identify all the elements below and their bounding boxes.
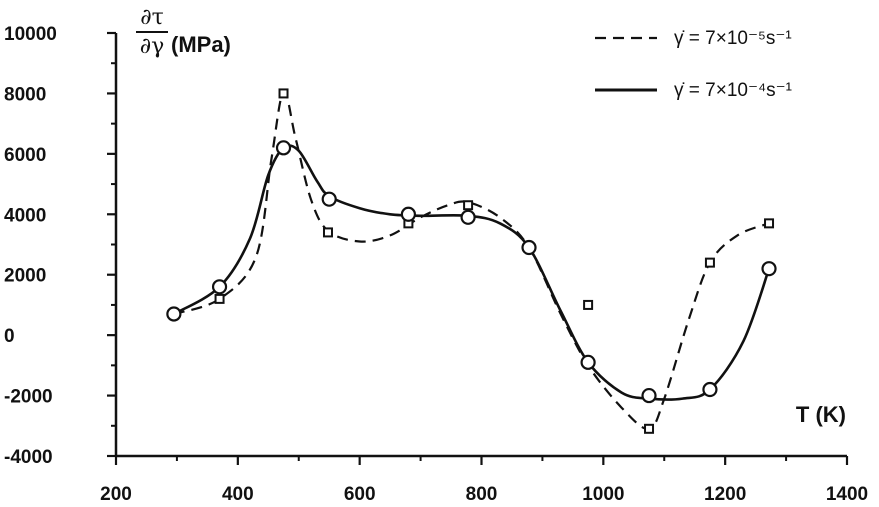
series-2-point: [761, 261, 777, 277]
series-1-point: [322, 227, 333, 238]
y-tick-label: 8000: [4, 84, 46, 105]
y-tick-label: 6000: [4, 145, 46, 166]
x-tick-label: 1200: [704, 484, 746, 505]
legend-label-series-2: γ̇ = 7×10⁻⁴s⁻¹: [674, 80, 792, 101]
y-label-unit: (MPa): [171, 32, 231, 57]
series-2-point: [211, 279, 228, 295]
series-2-line: [173, 144, 771, 401]
series-1-point: [463, 200, 474, 211]
series-curves: [173, 90, 771, 430]
series-1-point: [214, 293, 225, 304]
y-axis-label: ∂τ ∂γ (MPa): [136, 5, 231, 59]
series-1-line: [173, 90, 770, 430]
y-axis-ticks: 10000 8000 6000 4000 2000 0 -2000 -4000: [4, 24, 116, 468]
y-tick-label: 10000: [4, 24, 57, 45]
series-2-point: [275, 140, 292, 156]
y-tick-label: -2000: [4, 387, 53, 408]
y-label-numerator: ∂τ: [140, 5, 164, 30]
y-tick-label: 2000: [4, 266, 46, 287]
x-tick-label: 1400: [826, 484, 868, 505]
y-tick-label: 0: [4, 326, 15, 347]
x-tick-label: 1000: [582, 484, 624, 505]
series-1-point: [644, 423, 655, 434]
y-tick-label: -4000: [4, 447, 53, 468]
series-1-point: [764, 218, 775, 229]
series-markers: [166, 88, 777, 434]
x-axis-ticks: 200 400 600 800 1000 1200 1400: [100, 456, 868, 505]
x-tick-label: 400: [222, 484, 254, 505]
x-tick-label: 800: [466, 484, 498, 505]
x-axis-label: T (K): [796, 402, 846, 427]
series-2-point: [166, 306, 182, 322]
series-2-point: [641, 387, 657, 404]
legend: γ̇ = 7×10⁻⁵s⁻¹ γ̇ = 7×10⁻⁴s⁻¹: [595, 28, 792, 101]
series-1-point: [278, 88, 289, 99]
x-tick-label: 600: [344, 484, 376, 505]
y-label-denominator: ∂γ: [140, 34, 165, 59]
series-1-point: [583, 299, 594, 310]
series-2-point: [321, 191, 337, 207]
y-tick-label: 4000: [4, 205, 46, 226]
legend-label-series-1: γ̇ = 7×10⁻⁵s⁻¹: [674, 28, 792, 49]
series-1-point: [704, 257, 715, 268]
series-2-point: [460, 209, 476, 225]
series-2-point: [521, 239, 537, 256]
series-2-point: [580, 354, 596, 370]
series-2-point: [400, 206, 416, 222]
x-tick-label: 200: [100, 484, 132, 505]
series-2-point: [702, 381, 718, 398]
